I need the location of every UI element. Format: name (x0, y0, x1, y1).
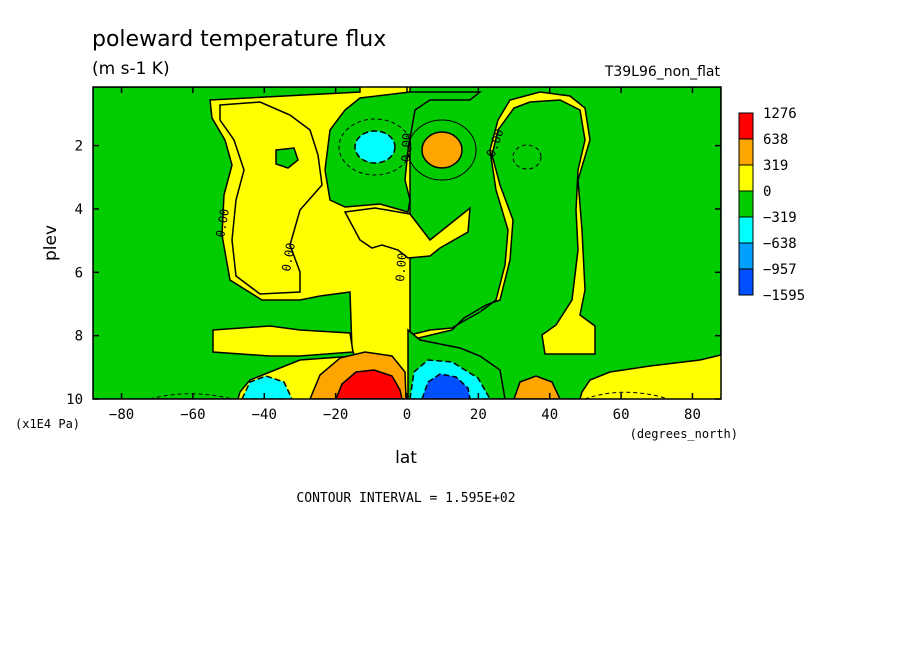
y-axis-units: (x1E4 Pa) (15, 417, 80, 431)
y-tick-label: 2 (75, 139, 83, 155)
y-tick-label: 8 (75, 329, 83, 345)
yellow-band-lower-left (212, 325, 354, 357)
blue-cell (421, 373, 471, 399)
yellow-blob-south (219, 101, 323, 295)
y-tick-label: 6 (75, 265, 83, 281)
contour-field (93, 87, 721, 399)
dataset-label: T39L96_non_flat (604, 64, 721, 80)
legend-label: 319 (763, 158, 788, 174)
legend-label: −1595 (763, 288, 805, 304)
yellow-region-equator (343, 206, 471, 259)
cyan-cell-south (241, 375, 293, 399)
x-tick-label: 80 (684, 407, 701, 423)
red-cell (335, 369, 403, 399)
orange-cell-north (513, 375, 561, 399)
legend-swatch (738, 164, 754, 192)
colorbar-legend: 1276 638 319 0 −319 −638 −957 −1595 (738, 106, 805, 304)
contour-label: 0.00 (393, 252, 409, 282)
legend-swatch (738, 138, 754, 166)
contour-label: 0.00 (213, 208, 232, 239)
x-tick-label: −20 (323, 407, 348, 423)
legend-label: 0 (763, 184, 771, 200)
chart-title: poleward temperature flux (92, 27, 386, 52)
y-tick-label: 10 (66, 392, 83, 408)
cyan-cell-upper (354, 130, 396, 164)
contour-interval-note: CONTOUR INTERVAL = 1.595E+02 (296, 491, 515, 506)
orange-cell-upper (421, 131, 463, 169)
legend-swatch (738, 190, 754, 218)
legend-swatch (738, 112, 754, 140)
x-axis-label: lat (395, 448, 417, 468)
x-tick-label: −80 (109, 407, 134, 423)
legend-label: −638 (763, 236, 797, 252)
contour-labels: 0.00 0.00 0.00 0.00 0.00 (213, 127, 507, 282)
legend-label: −957 (763, 262, 797, 278)
green-pocket-south (275, 147, 299, 169)
legend-label: −319 (763, 210, 797, 226)
legend-swatch (738, 268, 754, 296)
x-axis-units: (degrees_north) (630, 427, 738, 441)
y-axis-label: plev (41, 225, 61, 261)
legend-swatch (738, 242, 754, 270)
x-tick-label: 20 (470, 407, 487, 423)
y-axis: 2 4 6 8 10 (66, 139, 721, 408)
y-tick-label: 4 (75, 202, 83, 218)
x-tick-label: 0 (403, 407, 411, 423)
x-axis: −80 −60 −40 −20 0 20 40 60 80 (109, 87, 701, 423)
contour-label: 0.00 (279, 242, 298, 273)
chart-units: (m s-1 K) (92, 59, 170, 79)
x-tick-label: −60 (180, 407, 205, 423)
x-tick-label: −40 (252, 407, 277, 423)
x-tick-label: 60 (613, 407, 630, 423)
green-region-south (93, 87, 361, 399)
x-tick-label: 40 (541, 407, 558, 423)
legend-label: 638 (763, 132, 788, 148)
green-region-tropics (324, 91, 483, 213)
legend-swatch (738, 216, 754, 244)
contour-label: 0.00 (399, 133, 414, 162)
legend-label: 1276 (763, 106, 797, 122)
